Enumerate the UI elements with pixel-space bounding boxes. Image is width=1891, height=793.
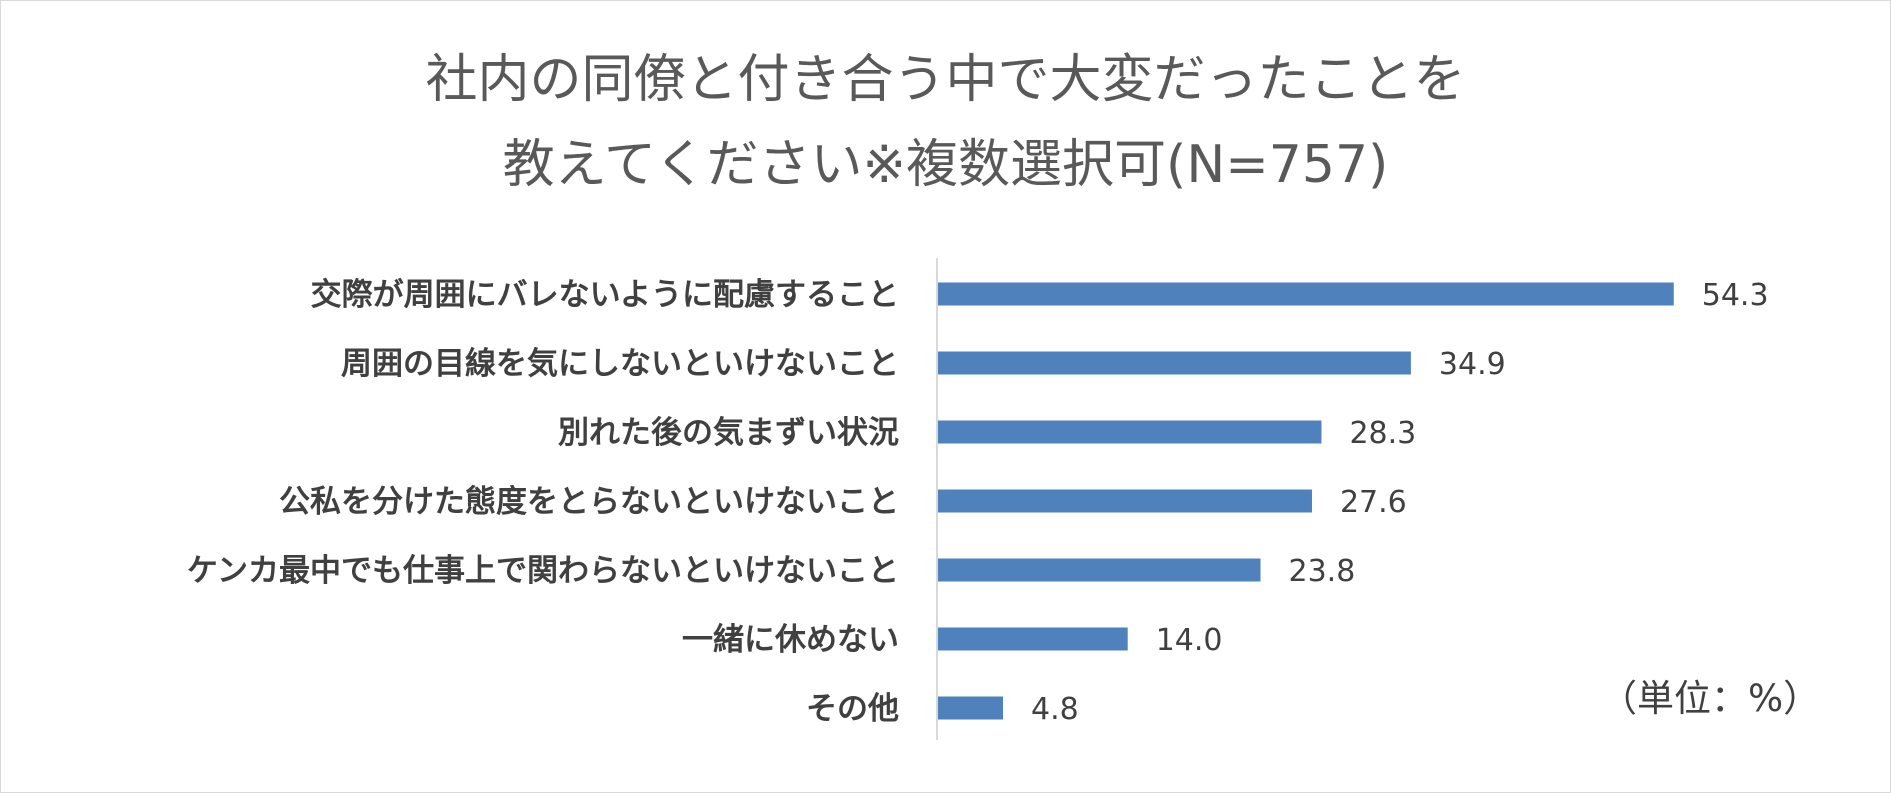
bar <box>938 420 1322 444</box>
category-label: 周囲の目線を気にしないといけないこと <box>341 346 899 382</box>
value-label: 34.9 <box>1439 347 1506 382</box>
chart-title-line-2: 教えてください※複数選択可(N=757) <box>502 135 1389 195</box>
bar <box>938 696 1004 720</box>
category-label: ケンカ最中でも仕事上で関わらないといけないこと <box>187 553 899 589</box>
bar <box>938 627 1128 651</box>
category-label: 公私を分けた態度をとらないといけないこと <box>279 484 899 520</box>
bar <box>938 558 1261 582</box>
category-label: 別れた後の気まずい状況 <box>558 415 899 451</box>
bar <box>938 282 1674 306</box>
bar <box>938 351 1411 375</box>
value-label: 4.8 <box>1031 692 1079 727</box>
value-label: 54.3 <box>1702 278 1769 313</box>
category-label: 一緒に休めない <box>682 622 899 658</box>
bar <box>938 489 1312 513</box>
value-label: 28.3 <box>1349 416 1416 451</box>
value-label: 23.8 <box>1288 554 1355 589</box>
category-label: 交際が周囲にバレないように配慮すること <box>311 277 899 313</box>
value-label: 27.6 <box>1340 485 1407 520</box>
unit-note: （単位：%） <box>1600 677 1821 720</box>
chart-title-line-1: 社内の同僚と付き合う中で大変だったことを <box>425 50 1466 110</box>
category-label: その他 <box>806 691 899 727</box>
value-label: 14.0 <box>1156 623 1223 658</box>
